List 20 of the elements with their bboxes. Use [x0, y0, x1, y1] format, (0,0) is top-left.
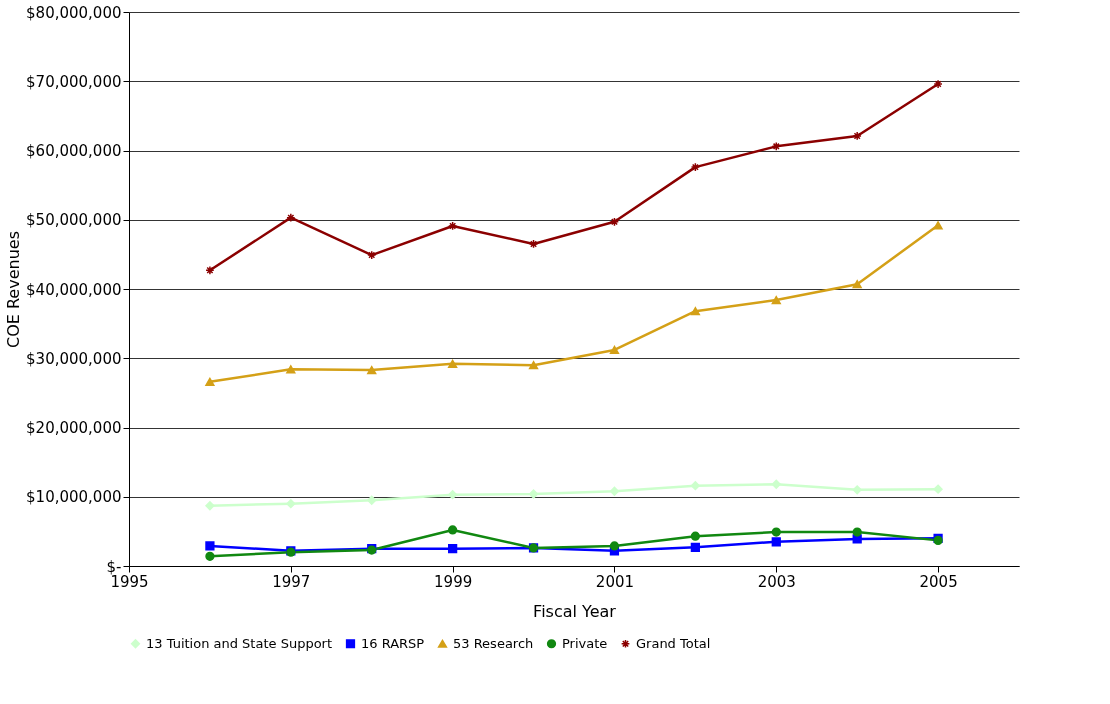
x-tick-label: 2003	[757, 572, 796, 591]
y-tick-label: $50,000,000	[26, 211, 122, 230]
x-axis-title: Fiscal Year	[533, 601, 617, 621]
y-tick-label: $40,000,000	[26, 280, 122, 299]
y-tick-label: $20,000,000	[26, 419, 122, 437]
x-tick-label: 2001	[595, 572, 635, 591]
legend-label: 53 Research	[453, 635, 534, 651]
y-axis-title: COE Revenues	[4, 231, 24, 348]
x-tick-label: 1997	[272, 572, 311, 591]
legend-label: Private	[562, 635, 608, 651]
y-tick-label: $60,000,000	[26, 142, 122, 160]
y-tick-label: $80,000,000	[26, 3, 122, 22]
x-tick-label: 1999	[434, 572, 473, 591]
x-tick-label: 2005	[919, 572, 958, 591]
legend-label: 16 RARSP	[361, 635, 425, 651]
y-tick-label: $70,000,000	[26, 72, 122, 91]
y-tick-label: $10,000,000	[26, 488, 122, 507]
legend-label: Grand Total	[636, 635, 711, 651]
y-tick-label: $30,000,000	[26, 349, 122, 368]
legend-label: 13 Tuition and State Support	[146, 635, 333, 651]
